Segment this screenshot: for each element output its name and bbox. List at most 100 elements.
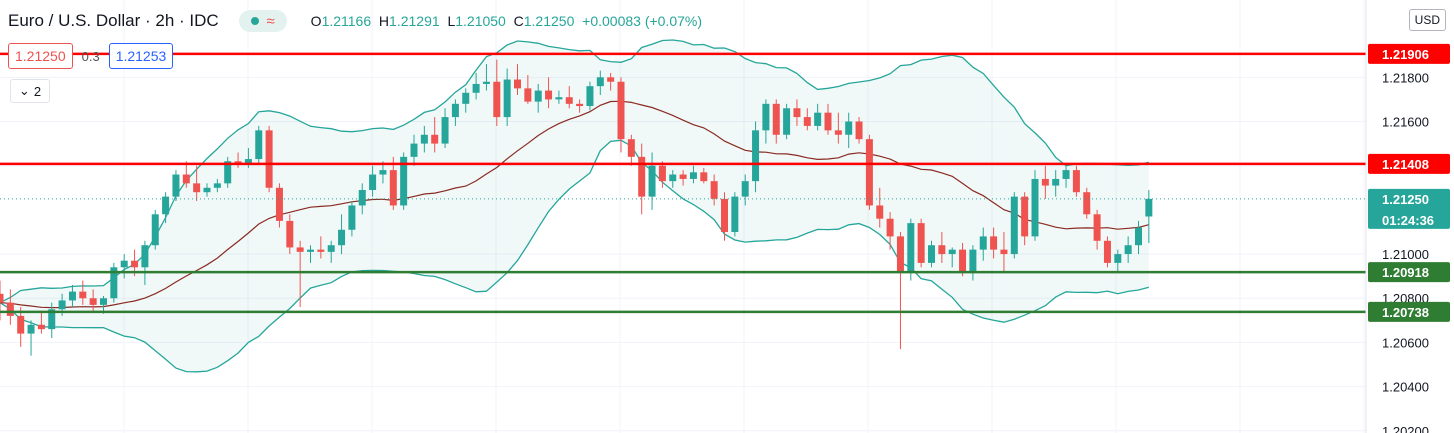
candle-body[interactable] <box>834 130 842 135</box>
indicator-status[interactable]: ≈ <box>238 10 287 32</box>
candle-body[interactable] <box>286 220 294 248</box>
candle[interactable] <box>969 245 977 281</box>
candle[interactable] <box>48 302 56 339</box>
candle[interactable] <box>6 289 14 325</box>
candle[interactable] <box>907 218 915 281</box>
candle-body[interactable] <box>865 139 873 206</box>
candle-body[interactable] <box>1031 178 1039 237</box>
candle-body[interactable] <box>710 181 718 199</box>
candle[interactable] <box>576 99 584 113</box>
candle[interactable] <box>400 152 408 210</box>
candle-body[interactable] <box>348 205 356 230</box>
candle-body[interactable] <box>721 198 728 232</box>
candle[interactable] <box>990 227 998 259</box>
candle[interactable] <box>1135 220 1142 255</box>
candle-body[interactable] <box>1135 227 1142 246</box>
candle-body[interactable] <box>369 174 377 190</box>
candle-body[interactable] <box>1010 196 1018 255</box>
candle[interactable] <box>834 112 842 144</box>
candle-body[interactable] <box>400 156 408 206</box>
candle[interactable] <box>1114 249 1122 272</box>
candle-body[interactable] <box>545 90 553 100</box>
candle-body[interactable] <box>617 81 625 140</box>
candle-body[interactable] <box>586 86 594 107</box>
candle[interactable] <box>596 70 604 95</box>
candle-body[interactable] <box>482 81 490 84</box>
buy-button[interactable]: 1.21253 <box>108 43 174 69</box>
candle-body[interactable] <box>182 174 190 184</box>
candle[interactable] <box>627 134 635 166</box>
candle-body[interactable] <box>275 187 283 221</box>
candle-body[interactable] <box>1062 170 1070 179</box>
candle[interactable] <box>1031 170 1039 241</box>
candle[interactable] <box>503 68 511 126</box>
candle[interactable] <box>317 236 325 259</box>
candle[interactable] <box>1052 170 1060 197</box>
candle[interactable] <box>710 174 718 206</box>
candle[interactable] <box>793 99 801 126</box>
candle-body[interactable] <box>327 245 335 252</box>
candle-body[interactable] <box>886 218 894 237</box>
candle-body[interactable] <box>803 117 811 126</box>
candle[interactable] <box>493 59 501 126</box>
candle[interactable] <box>741 174 749 206</box>
candle-body[interactable] <box>503 79 511 118</box>
candle-body[interactable] <box>948 249 956 255</box>
candle-body[interactable] <box>783 108 791 135</box>
candle-body[interactable] <box>110 267 118 299</box>
candle[interactable] <box>1124 236 1132 263</box>
candle-body[interactable] <box>658 165 666 182</box>
candle-body[interactable] <box>855 121 863 140</box>
candle[interactable] <box>420 125 428 153</box>
candle[interactable] <box>1000 231 1008 272</box>
candle-body[interactable] <box>607 77 615 82</box>
candle-body[interactable] <box>814 112 822 126</box>
candle[interactable] <box>410 134 418 166</box>
candle-body[interactable] <box>358 189 366 206</box>
candle[interactable] <box>151 209 159 250</box>
candle[interactable] <box>876 187 884 228</box>
candle-body[interactable] <box>307 249 314 252</box>
candle[interactable] <box>731 192 739 237</box>
candle-body[interactable] <box>969 249 977 272</box>
candle-body[interactable] <box>700 172 708 182</box>
candle[interactable] <box>451 99 459 126</box>
candle[interactable] <box>17 307 25 347</box>
candle-series[interactable] <box>0 59 1153 356</box>
candle-body[interactable] <box>648 165 656 197</box>
candle-body[interactable] <box>762 103 770 131</box>
candle-body[interactable] <box>68 291 76 301</box>
candle-body[interactable] <box>120 260 128 268</box>
candle-body[interactable] <box>151 214 159 246</box>
candle-body[interactable] <box>979 236 987 250</box>
candle-body[interactable] <box>379 170 387 175</box>
candle[interactable] <box>348 201 356 237</box>
candle-body[interactable] <box>162 196 170 215</box>
candle[interactable] <box>110 262 118 303</box>
candle-body[interactable] <box>524 88 532 102</box>
candle[interactable] <box>979 227 987 261</box>
candle[interactable] <box>814 103 822 131</box>
candle[interactable] <box>182 161 190 188</box>
candle[interactable] <box>441 108 449 149</box>
candle[interactable] <box>358 183 366 215</box>
candle[interactable] <box>327 240 335 263</box>
candle-body[interactable] <box>627 139 635 157</box>
candle[interactable] <box>1010 192 1018 259</box>
sell-button[interactable]: 1.21250 <box>8 43 73 69</box>
candle[interactable] <box>172 170 180 202</box>
candle[interactable] <box>89 289 97 312</box>
candle[interactable] <box>658 161 666 188</box>
candle-body[interactable] <box>1021 196 1029 237</box>
candle[interactable] <box>948 247 956 268</box>
candle-body[interactable] <box>928 245 935 263</box>
level-price-tag[interactable] <box>1368 301 1450 322</box>
candle-body[interactable] <box>917 223 925 263</box>
candle[interactable] <box>193 165 201 202</box>
candle[interactable] <box>275 183 283 228</box>
candle[interactable] <box>1062 165 1070 188</box>
candle-body[interactable] <box>1041 178 1049 186</box>
candle[interactable] <box>1103 236 1111 268</box>
candle-body[interactable] <box>876 205 884 219</box>
candle[interactable] <box>669 170 677 188</box>
